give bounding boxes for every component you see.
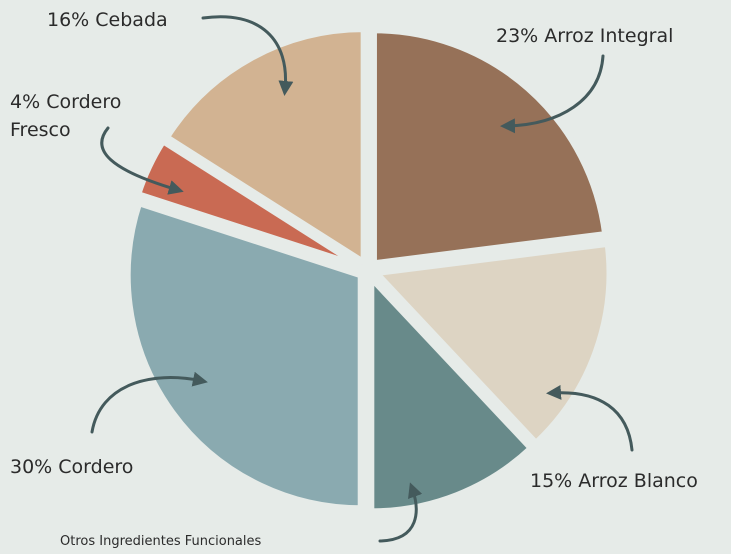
arrow [378, 482, 423, 543]
category-label: Cebada [95, 9, 168, 31]
slice-label: 30% Cordero [10, 453, 133, 481]
category-label: Cordero [58, 456, 134, 478]
value-label: 15% [530, 470, 573, 492]
arrow [100, 126, 184, 195]
arrow [90, 371, 208, 434]
pie-slice [163, 26, 367, 266]
category-label: Otros Ingredientes Funcionales [60, 534, 262, 549]
category-label: Cordero Fresco [10, 91, 122, 141]
value-label: 16% [47, 9, 90, 31]
arrow [201, 15, 294, 96]
slices [124, 26, 613, 515]
value-label: 30% [10, 456, 53, 478]
pie-slice [135, 138, 363, 270]
category-label: Arroz Integral [544, 25, 674, 47]
slice-label: Otros Ingredientes Funcionales [60, 533, 261, 551]
slice-label: 16% Cebada [47, 6, 168, 34]
arrow [546, 384, 634, 452]
value-label: 4% [10, 91, 41, 113]
slice-label: 15% Arroz Blanco [530, 467, 698, 495]
category-label: Arroz Blanco [578, 470, 698, 492]
pie-slice [124, 200, 364, 512]
arrow [500, 54, 605, 134]
pie-slice [370, 27, 609, 267]
slice-label: 23% Arroz Integral [496, 22, 673, 50]
value-label: 23% [496, 25, 539, 47]
slice-label: 4% Cordero Fresco [10, 88, 160, 144]
arrows [90, 15, 634, 543]
pie-slice [368, 275, 534, 515]
